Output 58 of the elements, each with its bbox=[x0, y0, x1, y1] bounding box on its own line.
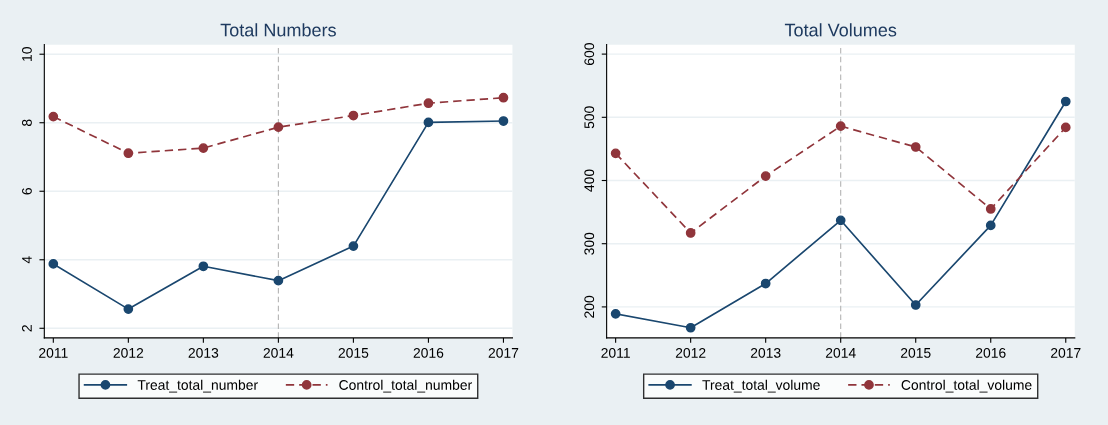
x-tick-label: 2012 bbox=[675, 347, 706, 358]
point bbox=[910, 300, 921, 310]
y-tick-label: 400 bbox=[584, 169, 595, 192]
point bbox=[685, 322, 696, 333]
y-tick-label: 300 bbox=[584, 232, 595, 255]
point bbox=[423, 117, 434, 128]
x-tick-label: 2016 bbox=[413, 347, 444, 358]
x-tick-label: 2013 bbox=[750, 347, 781, 358]
point bbox=[1060, 122, 1071, 133]
point bbox=[985, 204, 996, 214]
y-tick-label: 8 bbox=[22, 119, 32, 126]
y-tick-label: 10 bbox=[22, 47, 32, 61]
y-tick-label: 2 bbox=[22, 325, 32, 332]
point bbox=[498, 116, 509, 126]
point bbox=[760, 171, 771, 181]
x-tick-label: 2016 bbox=[975, 347, 1006, 358]
point bbox=[48, 259, 59, 269]
point bbox=[198, 261, 209, 272]
y-tick-label: 200 bbox=[584, 295, 595, 318]
point bbox=[835, 121, 846, 132]
chart-title: Total Numbers bbox=[220, 23, 336, 37]
x-tick-label: 2011 bbox=[601, 347, 630, 358]
y-tick-label: 4 bbox=[22, 256, 32, 264]
point bbox=[498, 92, 509, 103]
legend-label: Treat_total_number bbox=[137, 379, 258, 393]
x-tick-label: 2014 bbox=[825, 347, 856, 358]
x-tick-label: 2011 bbox=[39, 347, 68, 358]
y-tick-label: 6 bbox=[22, 188, 32, 195]
point bbox=[910, 142, 921, 152]
point bbox=[273, 275, 284, 286]
point bbox=[423, 98, 434, 109]
y-tick-label: 600 bbox=[584, 43, 595, 65]
point bbox=[348, 110, 359, 121]
point bbox=[198, 143, 209, 153]
point bbox=[348, 241, 359, 251]
point bbox=[273, 122, 284, 133]
chart-title: Total Volumes bbox=[784, 23, 897, 37]
point bbox=[610, 148, 621, 159]
point bbox=[1060, 96, 1071, 107]
point bbox=[685, 228, 696, 238]
point bbox=[610, 308, 621, 319]
legend-label: Control_total_volume bbox=[901, 379, 1032, 393]
y-tick-label: 500 bbox=[584, 106, 595, 129]
point bbox=[123, 304, 134, 314]
x-tick-label: 2017 bbox=[488, 347, 519, 358]
point bbox=[760, 278, 771, 289]
point bbox=[48, 111, 59, 122]
point bbox=[123, 148, 134, 159]
x-tick-label: 2012 bbox=[113, 347, 144, 358]
legend-label: Control_total_number bbox=[339, 379, 472, 393]
point bbox=[835, 215, 846, 226]
point bbox=[985, 220, 996, 231]
x-tick-label: 2017 bbox=[1051, 347, 1081, 358]
x-tick-label: 2015 bbox=[338, 347, 369, 358]
x-tick-label: 2014 bbox=[263, 347, 294, 358]
x-tick-label: 2015 bbox=[900, 347, 931, 358]
legend-label: Treat_total_volume bbox=[702, 379, 820, 393]
x-tick-label: 2013 bbox=[188, 347, 219, 358]
